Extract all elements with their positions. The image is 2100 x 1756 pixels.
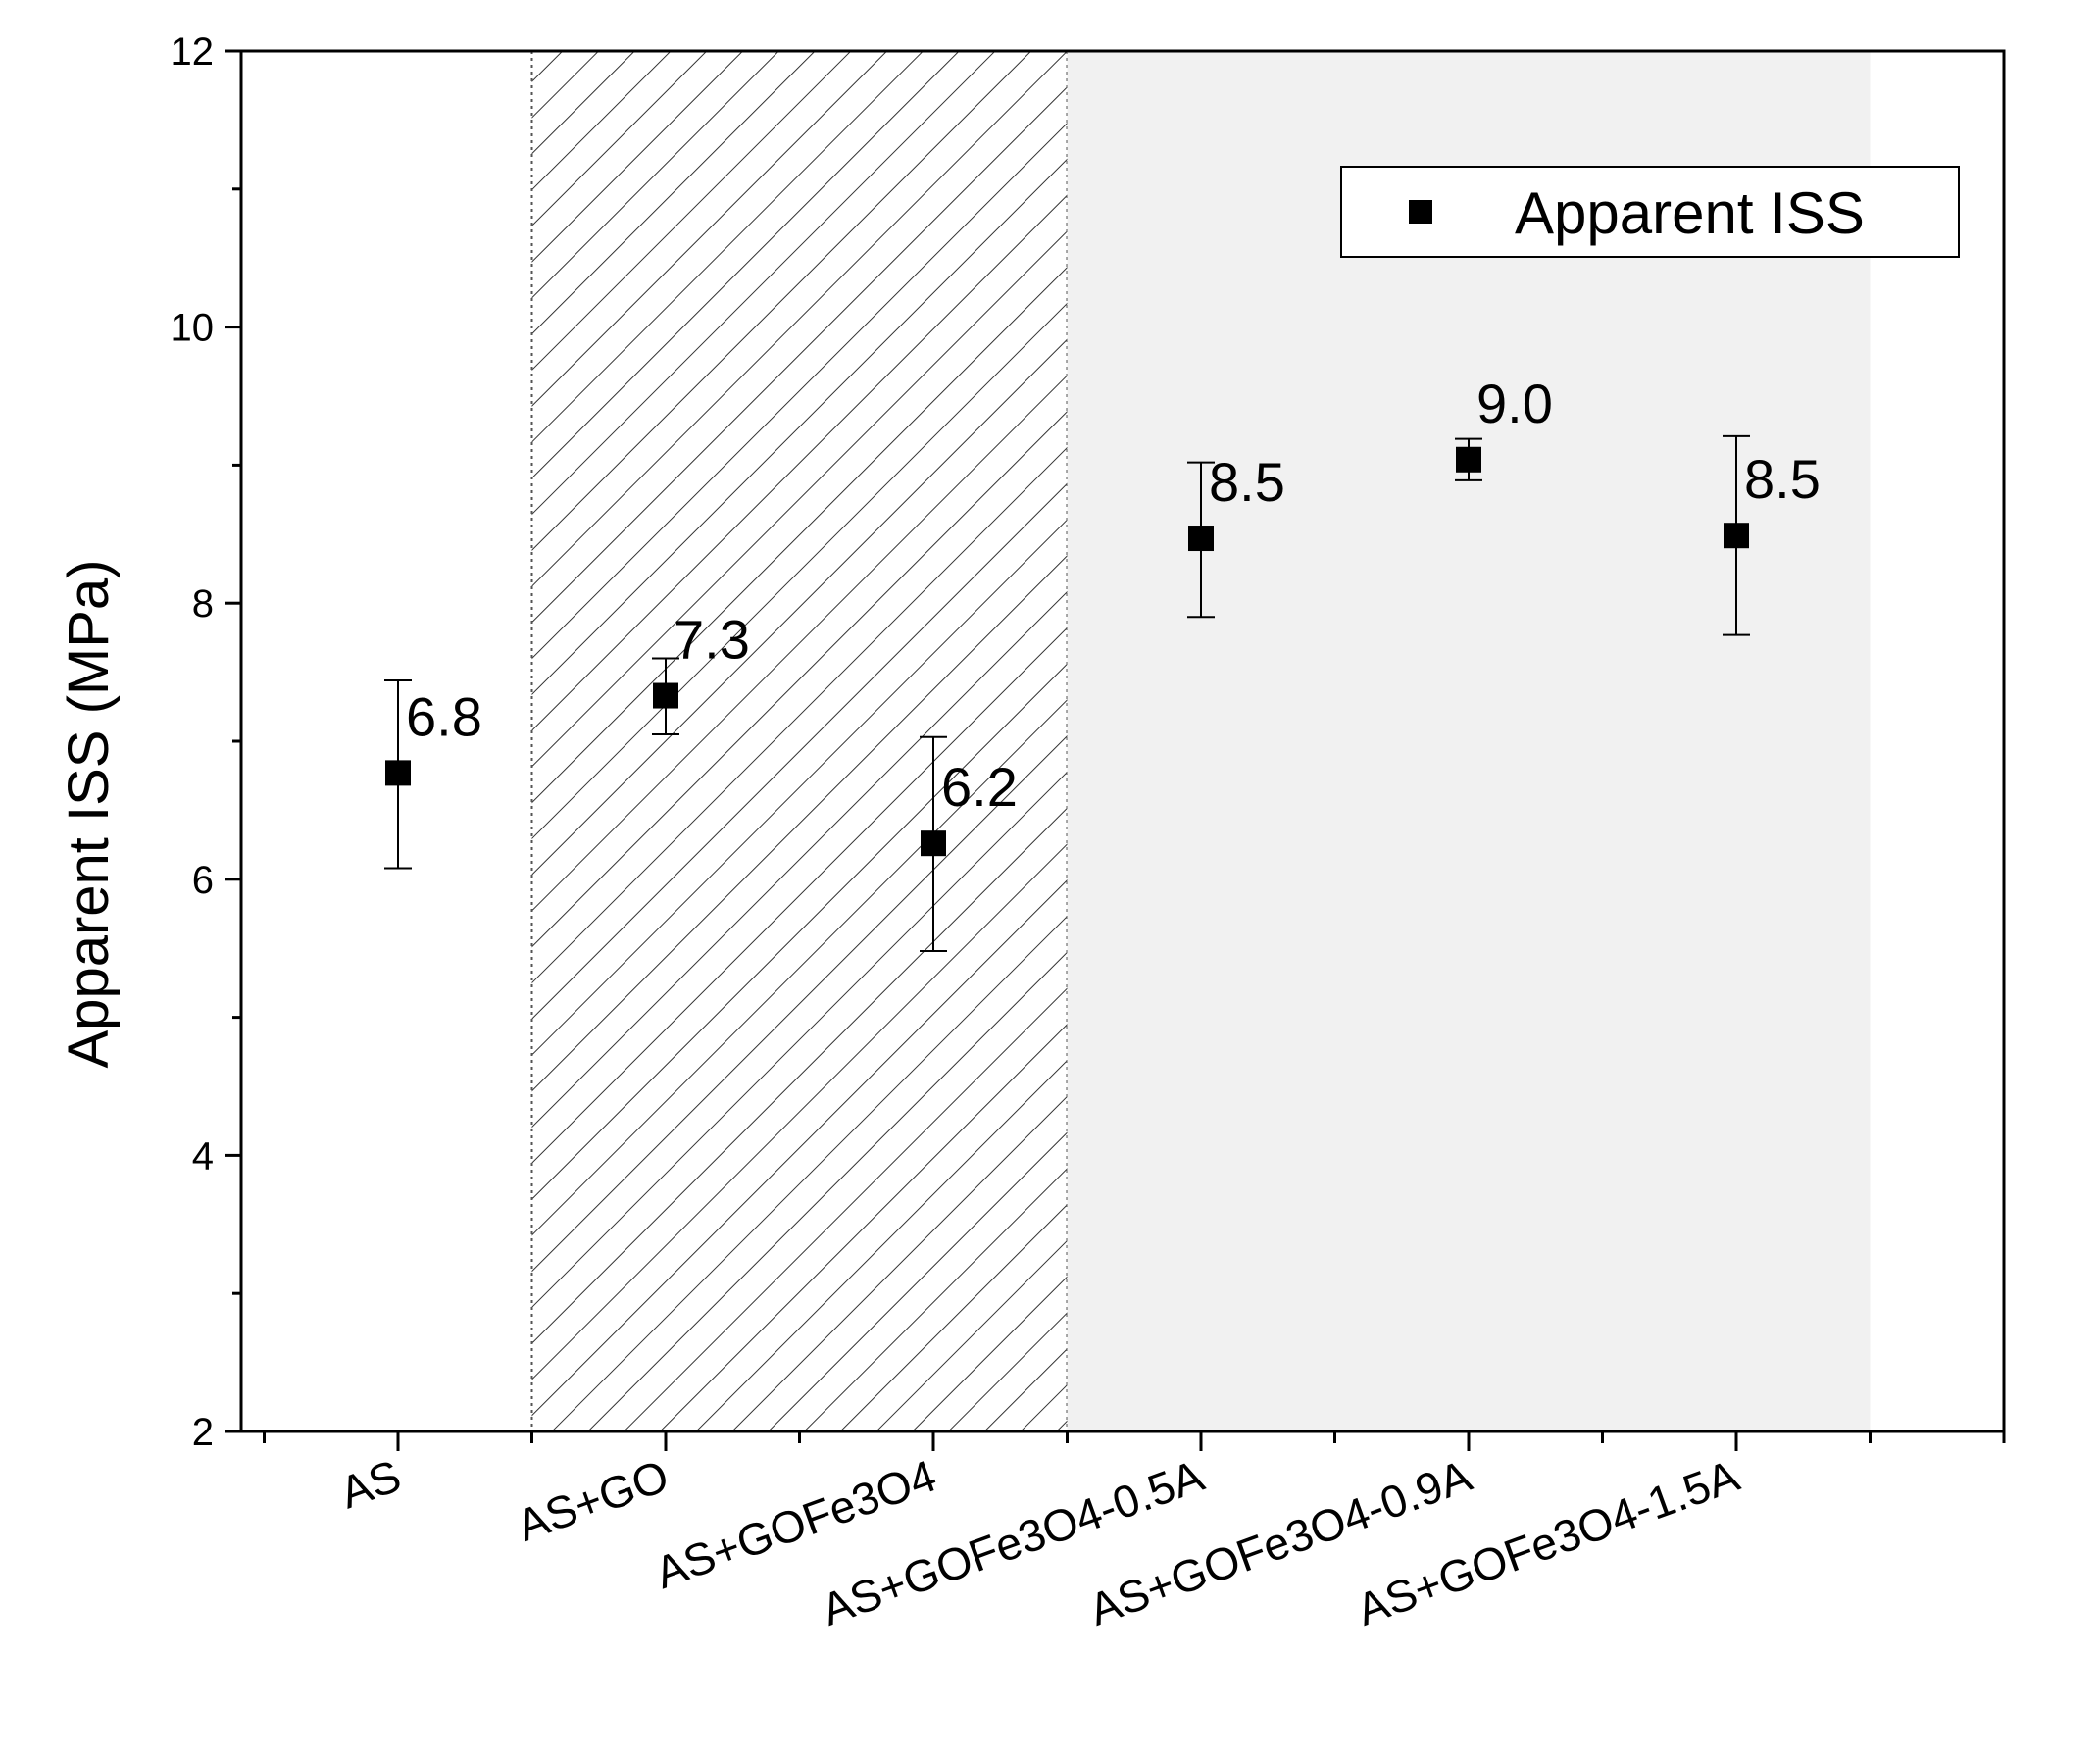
data-label: 8.5 [1744, 448, 1821, 510]
legend-marker [1409, 200, 1432, 224]
background-regions [530, 51, 1871, 1431]
data-label: 7.3 [674, 609, 750, 671]
region-shaded [1067, 51, 1871, 1431]
data-point [1456, 446, 1481, 473]
data-point [1188, 526, 1214, 552]
y-tick-label: 8 [192, 582, 214, 626]
data-point [653, 682, 678, 709]
data-label: 9.0 [1476, 373, 1553, 434]
y-tick-label: 12 [171, 30, 215, 74]
y-tick-label: 6 [192, 859, 214, 902]
region-hatched [531, 51, 1068, 1431]
data-point [921, 830, 946, 857]
legend-box [1340, 166, 1960, 258]
data-label: 6.2 [941, 756, 1018, 818]
data-point [1724, 523, 1749, 549]
data-series: 6.8 7.3 6.2 8.5 9.0 8.5 [384, 373, 1821, 953]
legend-entry-label: Apparent ISS [1515, 180, 1865, 246]
data-point [385, 760, 411, 786]
legend: Apparent ISS [1340, 166, 1960, 258]
y-tick-label: 10 [171, 307, 215, 350]
x-tick-label: AS+GO [510, 1450, 675, 1552]
x-tick-label: AS [333, 1450, 407, 1519]
data-label: 6.8 [406, 685, 482, 747]
y-axis-title: Apparent ISS (MPa) [57, 560, 121, 1069]
data-label: 8.5 [1209, 451, 1285, 513]
y-tick-label: 2 [192, 1411, 214, 1454]
y-tick-label: 4 [192, 1134, 214, 1178]
